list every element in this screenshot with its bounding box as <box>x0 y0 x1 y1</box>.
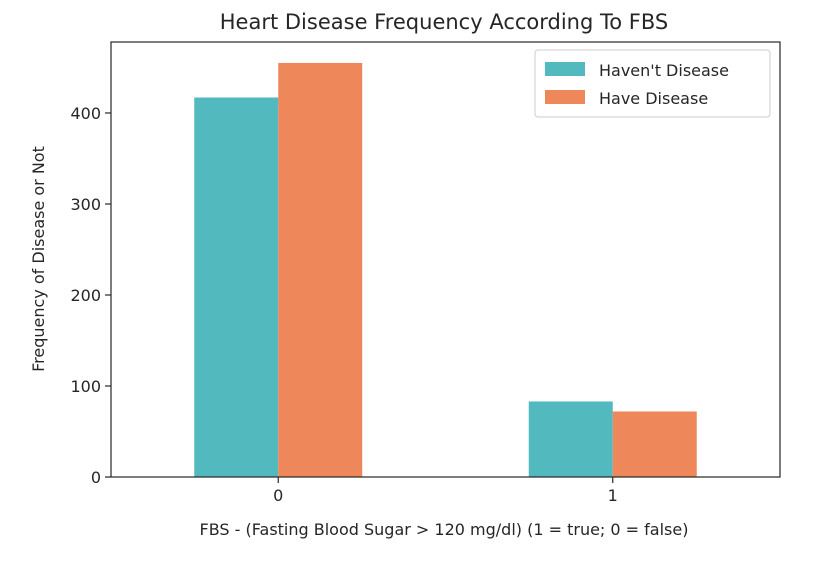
x-tick-label: 1 <box>608 486 618 505</box>
bar-1-1 <box>612 411 697 477</box>
bar-0-0 <box>194 97 279 478</box>
x-tick-label: 0 <box>273 486 283 505</box>
y-tick-label: 200 <box>70 286 101 305</box>
y-tick-label: 100 <box>70 377 101 396</box>
y-tick-label: 0 <box>91 468 101 487</box>
legend-label-0: Haven't Disease <box>599 61 729 80</box>
plot-frame <box>110 41 781 478</box>
x-axis-label: FBS - (Fasting Blood Sugar > 120 mg/dl) … <box>200 520 689 539</box>
y-tick-label: 400 <box>70 104 101 123</box>
plot-area: 0 100 200 300 400 0 1 <box>70 41 781 505</box>
chart-title: Heart Disease Frequency According To FBS <box>220 10 668 34</box>
legend-swatch-0 <box>545 62 585 76</box>
legend: Haven't Disease Have Disease <box>534 49 771 118</box>
legend-swatch-1 <box>545 90 585 104</box>
bar-0-1 <box>278 62 363 477</box>
legend-label-1: Have Disease <box>599 89 708 108</box>
y-axis-label: Frequency of Disease or Not <box>29 146 48 372</box>
bar-1-0 <box>528 401 613 477</box>
legend-box <box>534 49 771 118</box>
y-tick-label: 300 <box>70 195 101 214</box>
